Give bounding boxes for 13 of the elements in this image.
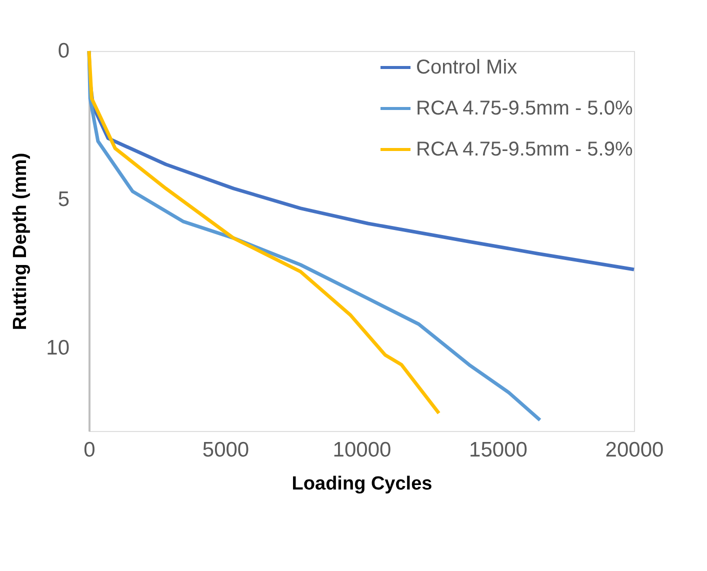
legend-label: Control Mix: [416, 56, 518, 78]
x-tick-label: 5000: [202, 438, 250, 462]
y-tick-label: 5: [58, 188, 70, 211]
y-tick-label: 10: [46, 336, 70, 360]
legend-label: RCA 4.75-9.5mm - 5.9%: [416, 138, 633, 160]
x-axis-title: Loading Cycles: [292, 474, 432, 494]
x-tick-label: 15000: [469, 438, 528, 462]
legend-label: RCA 4.75-9.5mm - 5.0%: [416, 98, 633, 120]
y-axis-title: Rutting Depth (mm): [10, 152, 32, 330]
x-tick-label: 0: [84, 438, 96, 462]
y-tick-label: 0: [58, 40, 70, 62]
x-tick-label: 10000: [332, 438, 392, 462]
x-tick-label: 20000: [605, 438, 664, 462]
